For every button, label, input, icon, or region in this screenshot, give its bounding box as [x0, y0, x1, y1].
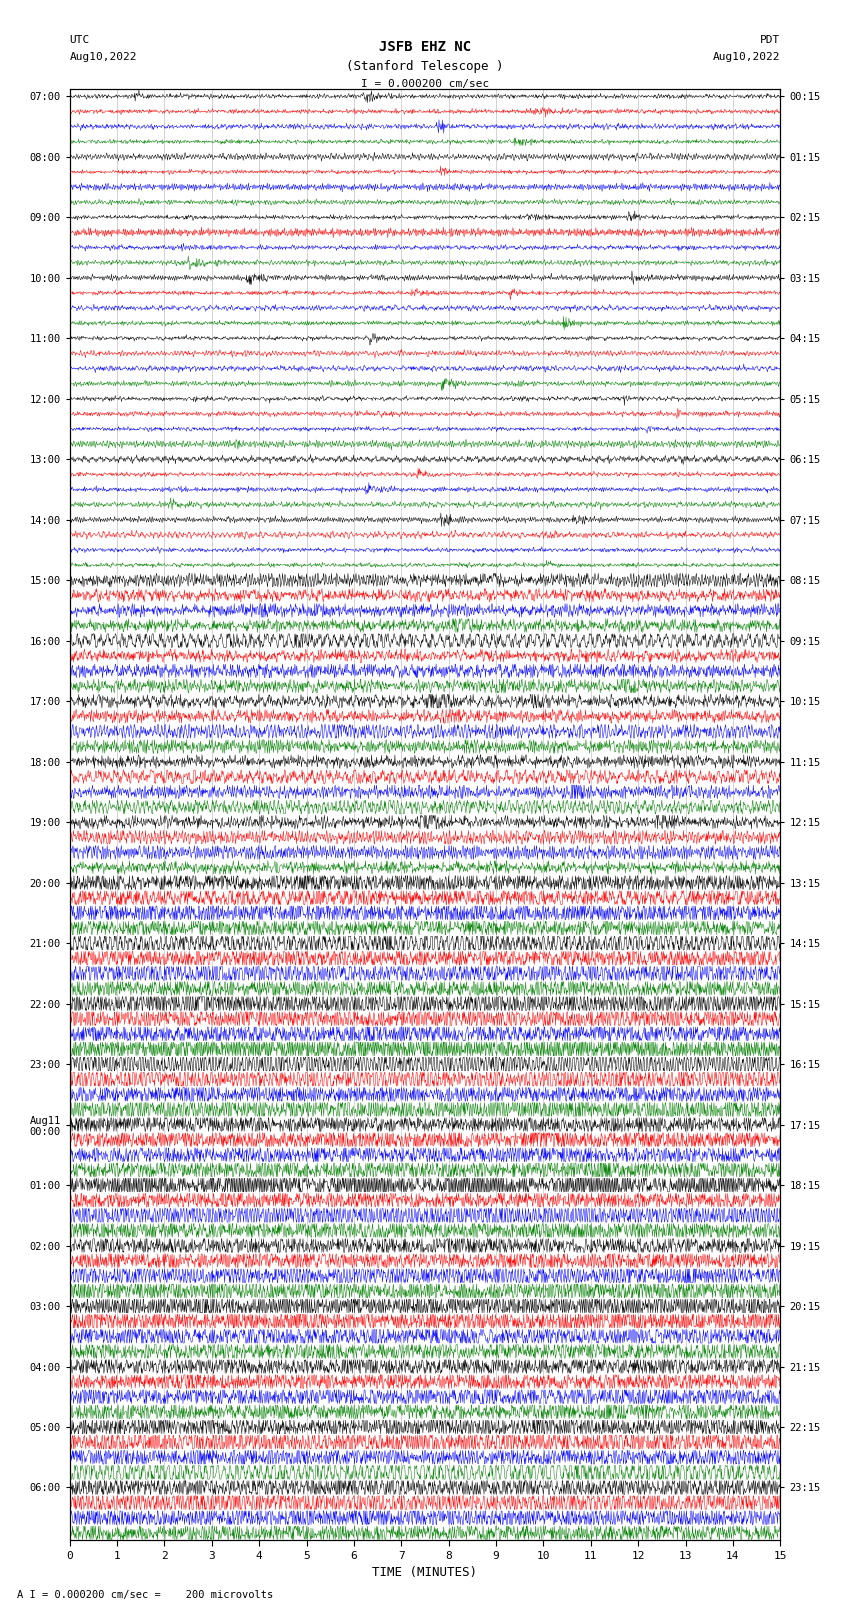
Text: PDT: PDT	[760, 35, 780, 45]
Text: Aug10,2022: Aug10,2022	[713, 52, 780, 61]
Text: Aug10,2022: Aug10,2022	[70, 52, 137, 61]
Text: JSFB EHZ NC: JSFB EHZ NC	[379, 40, 471, 55]
Text: I = 0.000200 cm/sec: I = 0.000200 cm/sec	[361, 79, 489, 89]
X-axis label: TIME (MINUTES): TIME (MINUTES)	[372, 1566, 478, 1579]
Text: A I = 0.000200 cm/sec =    200 microvolts: A I = 0.000200 cm/sec = 200 microvolts	[17, 1590, 273, 1600]
Text: (Stanford Telescope ): (Stanford Telescope )	[346, 60, 504, 73]
Text: UTC: UTC	[70, 35, 90, 45]
